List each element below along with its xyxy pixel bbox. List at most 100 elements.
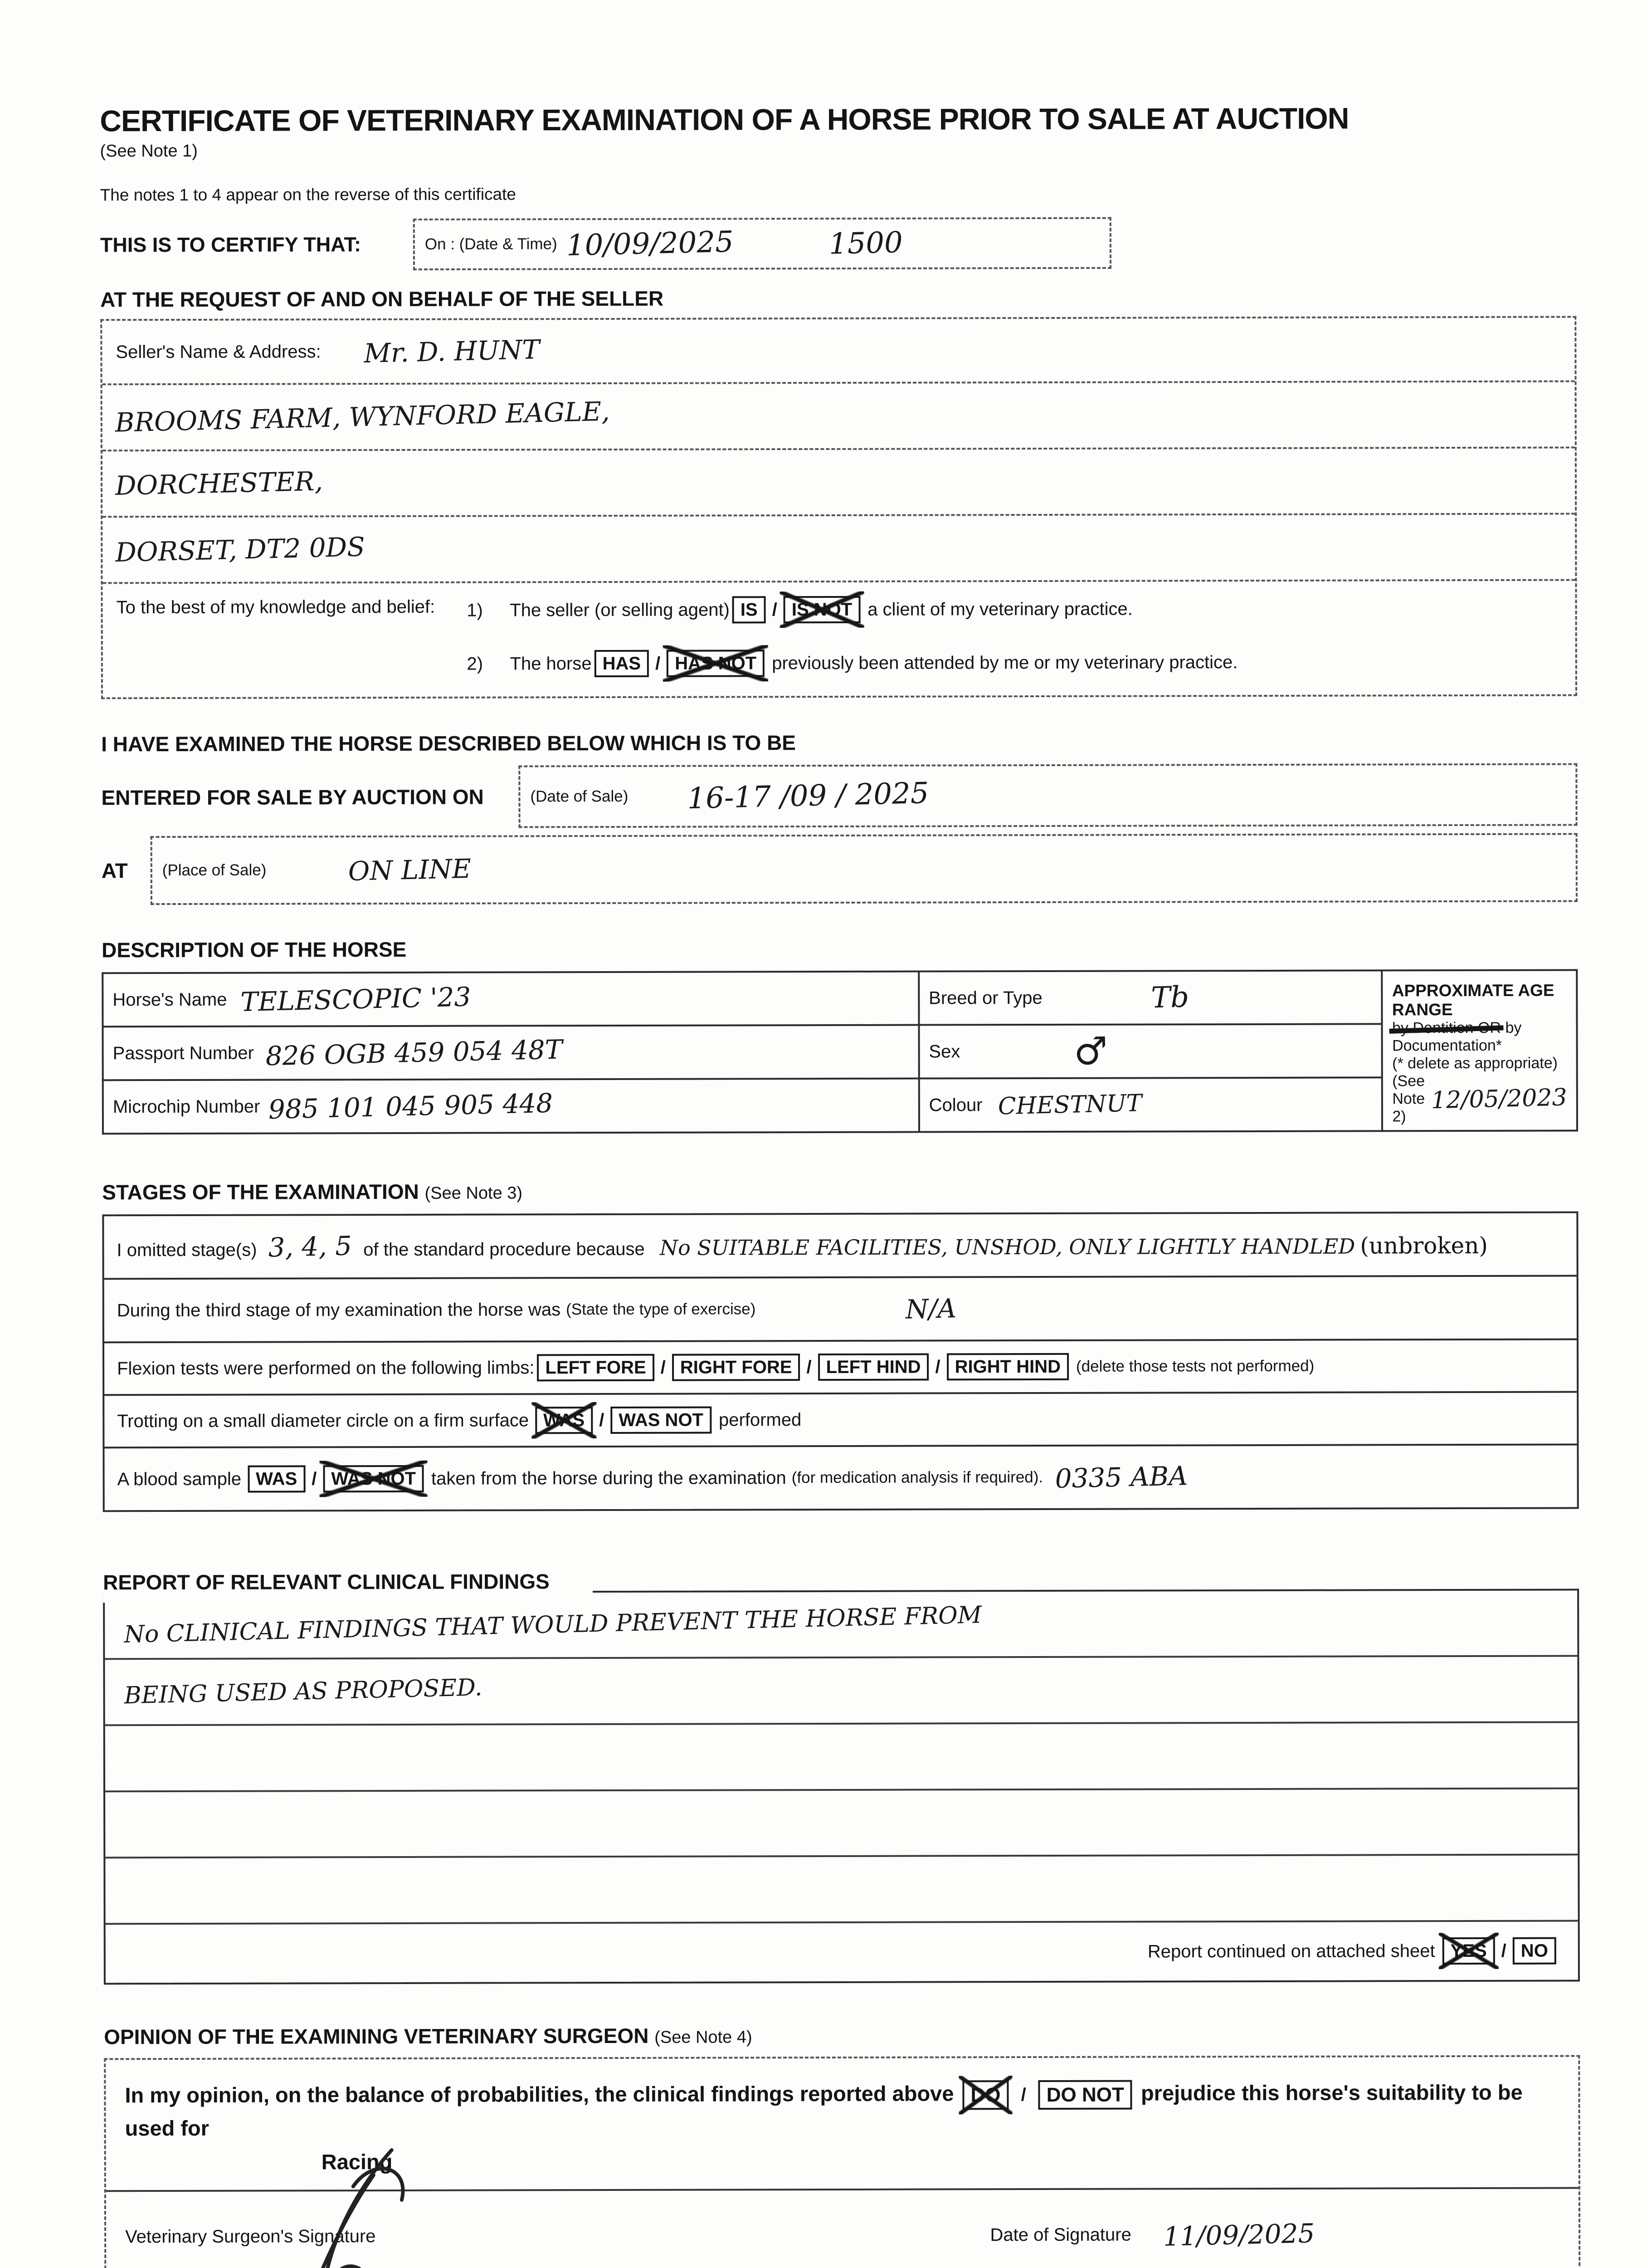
seller-address-row: BROOMS FARM, WYNFORD EAGLE,: [102, 382, 1575, 452]
entered-for-sale-label: ENTERED FOR SALE BY AUCTION ON: [101, 785, 484, 809]
trotting-row: Trotting on a small diameter circle on a…: [104, 1393, 1577, 1449]
at-row: AT (Place of Sale) ON LINE: [102, 833, 1578, 905]
blood-post: taken from the horse during the examinat…: [431, 1468, 786, 1489]
seller-address-row: DORCHESTER,: [102, 448, 1575, 518]
option-separator: /: [772, 599, 777, 620]
blood-note: (for medication analysis if required).: [791, 1468, 1043, 1487]
report-line-empty: [105, 1789, 1578, 1859]
sex-cell: Sex ♂: [919, 1024, 1383, 1079]
option-separator: /: [1501, 1941, 1506, 1961]
report-line-empty: [105, 1855, 1578, 1925]
horse-name-cell: Horse's Name TELESCOPIC '23: [102, 971, 919, 1027]
flexion-pre: Flexion tests were performed on the foll…: [117, 1358, 535, 1379]
signature-scribble: [281, 2148, 410, 2268]
certify-label: THIS IS TO CERTIFY THAT:: [100, 233, 361, 257]
sex-label: Sex: [929, 1041, 960, 1062]
belief-item-2-pre: The horse: [510, 653, 592, 674]
third-stage-note: (State the type of exercise): [566, 1300, 756, 1318]
stages-box: I omitted stage(s) 3, 4, 5 of the standa…: [102, 1211, 1579, 1512]
omit-mid: of the standard procedure because: [363, 1239, 645, 1260]
blood-sample-id: 0335 ABA: [1054, 1460, 1188, 1495]
opinion-heading: OPINION OF THE EXAMINING VETERINARY SURG…: [104, 2022, 1580, 2049]
blood-sample-row: A blood sample WAS / WAS NOT taken from …: [104, 1446, 1577, 1510]
table-row: Horse's Name TELESCOPIC '23 Breed or Typ…: [102, 970, 1577, 1131]
report-heading: REPORT OF RELEVANT CLINICAL FINDINGS: [102, 1562, 593, 1603]
place-of-sale-label: (Place of Sale): [162, 861, 267, 880]
seller-address-row: DORSET, DT2 0DS: [102, 514, 1575, 584]
seller-address-line: DORCHESTER,: [115, 465, 323, 502]
third-stage-row: During the third stage of my examination…: [104, 1276, 1577, 1344]
page-title: CERTIFICATE OF VETERINARY EXAMINATION OF…: [100, 101, 1349, 138]
report-finding-text: No CLINICAL FINDINGS THAT WOULD PREVENT …: [123, 1601, 982, 1649]
flexion-note: (delete those tests not performed): [1076, 1357, 1315, 1375]
age-range-heading: APPROXIMATE AGE RANGE: [1392, 981, 1554, 1019]
colour-cell: Colour CHESTNUT: [919, 1077, 1383, 1132]
examined-line: I HAVE EXAMINED THE HORSE DESCRIBED BELO…: [101, 731, 796, 756]
seller-section-heading: AT THE REQUEST OF AND ON BEHALF OF THE S…: [100, 286, 664, 312]
table-row: Passport Number 826 OGB 459 054 48T Sex …: [102, 1024, 1577, 1080]
certify-date-time-box: On : (Date & Time) 10/09/2025 1500: [413, 217, 1112, 270]
age-range-cell: APPROXIMATE AGE RANGE by Dentition OR by…: [1382, 970, 1577, 1131]
report-line-2: BEING USED AS PROPOSED.: [105, 1657, 1578, 1726]
option-left-fore: LEFT FORE: [537, 1354, 654, 1382]
microchip-label: Microchip Number: [112, 1096, 260, 1117]
belief-item-1-post: a client of my veterinary practice.: [867, 599, 1133, 620]
table-row: Microchip Number 985 101 045 905 448 Col…: [102, 1077, 1577, 1134]
option-was-not-crossed: WAS NOT: [323, 1465, 424, 1493]
third-stage-pre: During the third stage of my examination…: [117, 1300, 561, 1321]
horse-name-label: Horse's Name: [112, 989, 227, 1010]
option-right-hind: RIGHT HIND: [946, 1353, 1069, 1381]
report-line-empty: [105, 1723, 1578, 1793]
stages-heading-note: (See Note 3): [424, 1183, 523, 1203]
option-separator: /: [1021, 2085, 1026, 2105]
option-was-not: WAS NOT: [610, 1406, 712, 1434]
microchip-cell: Microchip Number 985 101 045 905 448: [102, 1078, 919, 1134]
option-separator: /: [655, 653, 661, 674]
report-box: No CLINICAL FINDINGS THAT WOULD PREVENT …: [103, 1589, 1580, 1985]
seller-address-line: DORSET, DT2 0DS: [115, 531, 365, 568]
passport-label: Passport Number: [112, 1043, 254, 1063]
colour-value: CHESTNUT: [997, 1090, 1142, 1120]
belief-intro: To the best of my knowledge and belief:: [116, 596, 435, 618]
breed-cell: Breed or Type Tb: [919, 970, 1382, 1025]
date-of-signature-value: 11/09/2025: [1163, 2218, 1315, 2252]
age-by-dentition-struck: by Dentition OR: [1392, 1019, 1501, 1037]
report-continued-label: Report continued on attached sheet: [1147, 1941, 1435, 1962]
stages-heading-text: STAGES OF THE EXAMINATION: [102, 1179, 419, 1204]
microchip-value: 985 101 045 905 448: [268, 1087, 553, 1125]
option-is-not-crossed: IS NOT: [783, 596, 861, 624]
option-separator: /: [660, 1357, 666, 1378]
passport-value: 826 OGB 459 054 48T: [265, 1034, 563, 1072]
description-heading: DESCRIPTION OF THE HORSE: [102, 937, 407, 962]
auction-row: ENTERED FOR SALE BY AUCTION ON (Date of …: [101, 763, 1578, 829]
omit-unbroken-note: (unbroken): [1360, 1232, 1488, 1259]
place-of-sale-box: (Place of Sale) ON LINE: [150, 833, 1578, 905]
date-time-label: On : (Date & Time): [424, 235, 557, 253]
report-finding-text: BEING USED AS PROPOSED.: [123, 1674, 483, 1710]
option-do-crossed: DO: [962, 2080, 1009, 2110]
opinion-text-pre: In my opinion, on the balance of probabi…: [125, 2081, 954, 2107]
belief-item-2: 2) The horse HAS / HAS NOT previously be…: [467, 649, 1238, 678]
colour-label: Colour: [929, 1095, 983, 1115]
notes-reverse-line: The notes 1 to 4 appear on the reverse o…: [100, 185, 517, 205]
belief-item-1-number: 1): [467, 600, 483, 621]
omit-pre: I omitted stage(s): [117, 1240, 257, 1261]
option-separator: /: [599, 1410, 604, 1431]
option-separator: /: [312, 1469, 317, 1489]
horse-description-table: Horse's Name TELESCOPIC '23 Breed or Typ…: [102, 969, 1578, 1135]
age-see-note: (See Note 2): [1392, 1072, 1425, 1125]
trot-pre: Trotting on a small diameter circle on a…: [117, 1410, 529, 1432]
seller-name-label: Seller's Name & Address:: [116, 341, 321, 362]
omitted-stages-row: I omitted stage(s) 3, 4, 5 of the standa…: [104, 1213, 1577, 1280]
date-of-sale-box: (Date of Sale) 16-17 /09 / 2025: [518, 763, 1578, 828]
belief-row: To the best of my knowledge and belief: …: [102, 581, 1575, 698]
belief-items: 1) The seller (or selling agent) IS / IS…: [467, 595, 1238, 678]
omit-reason-value: No SUITABLE FACILITIES, UNSHOD, ONLY LIG…: [659, 1234, 1355, 1260]
option-is: IS: [732, 596, 766, 624]
option-right-fore: RIGHT FORE: [672, 1354, 800, 1381]
option-do-not: DO NOT: [1038, 2080, 1132, 2110]
belief-item-2-number: 2): [467, 654, 483, 674]
option-yes-crossed: YES: [1442, 1937, 1495, 1965]
date-of-sale-value: 16-17 /09 / 2025: [687, 776, 930, 816]
age-date-value: 12/05/2023: [1431, 1083, 1568, 1114]
